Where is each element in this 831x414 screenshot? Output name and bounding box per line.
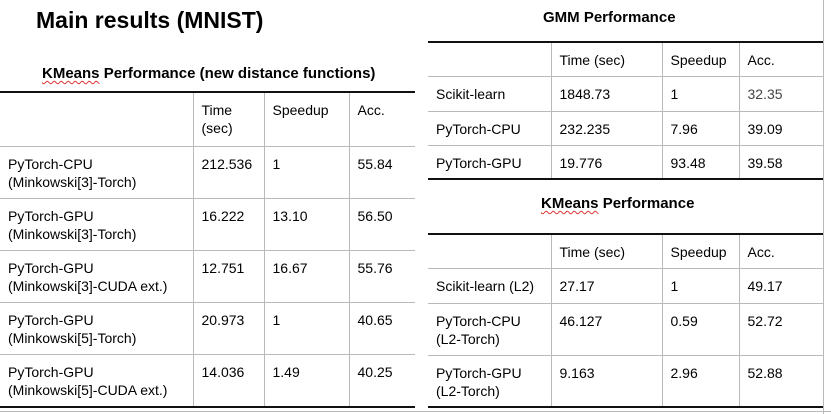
header-cell-name [0, 91, 194, 147]
cell-time: 232.235 [550, 110, 663, 146]
slide-right-edge [823, 0, 824, 414]
header-cell-name [428, 233, 552, 269]
cell-acc: 40.25 [348, 353, 415, 408]
kmeans-new-distance-table: Time (sec) Speedup Acc. PyTorch-CPU (Min… [0, 91, 415, 408]
cell-method: Scikit-learn [428, 75, 552, 112]
header-cell-time: Time (sec) [192, 91, 265, 147]
cell-method: PyTorch-CPU [428, 110, 552, 146]
cell-speedup: 16.67 [263, 249, 350, 303]
gmm-title: GMM Performance [543, 9, 676, 26]
cell-speedup: 13.10 [263, 197, 350, 251]
header-cell-acc: Acc. [738, 233, 823, 269]
gmm-table: Time (sec) Speedup Acc. Scikit-learn 184… [428, 41, 823, 180]
cell-method: PyTorch-CPU (Minkowski[3]-Torch) [0, 145, 194, 199]
cell-speedup: 1.49 [263, 353, 350, 408]
table-row: PyTorch-CPU 232.235 7.96 39.09 [428, 110, 823, 146]
cell-method: PyTorch-CPU (L2-Torch) [428, 302, 552, 356]
cell-method: PyTorch-GPU (Minkowski[5]-CUDA ext.) [0, 353, 194, 408]
cell-speedup: 1 [263, 301, 350, 355]
cell-acc: 39.58 [738, 144, 823, 180]
header-cell-time: Time (sec) [550, 41, 663, 77]
table-row: PyTorch-GPU (Minkowski[5]-CUDA ext.) 14.… [0, 353, 415, 408]
cell-acc: 52.88 [738, 354, 823, 408]
cell-acc: 49.17 [738, 267, 823, 304]
header-cell-time: Time (sec) [550, 233, 663, 269]
kmeans-title: KMeans Performance [541, 195, 694, 212]
cell-acc: 32.35 [738, 75, 823, 112]
kmeans-title-keyword: KMeans [541, 195, 599, 212]
kmeans-title-rest: Performance [598, 195, 695, 212]
cell-speedup: 93.48 [661, 144, 740, 180]
header-cell-speedup: Speedup [661, 41, 740, 77]
table-row: PyTorch-CPU (L2-Torch) 46.127 0.59 52.72 [428, 302, 823, 356]
cell-acc: 39.09 [738, 110, 823, 146]
table-header-row: Time (sec) Speedup Acc. [428, 41, 823, 77]
header-cell-speedup: Speedup [263, 91, 350, 147]
header-cell-speedup: Speedup [661, 233, 740, 269]
table-row: PyTorch-GPU (Minkowski[5]-Torch) 20.973 … [0, 301, 415, 355]
header-cell-name [428, 41, 552, 77]
cell-method: Scikit-learn (L2) [428, 267, 552, 304]
table-header-row: Time (sec) Speedup Acc. [428, 233, 823, 269]
cell-speedup: 0.59 [661, 302, 740, 356]
table-row: Scikit-learn (L2) 27.17 1 49.17 [428, 267, 823, 304]
slide-bottom-edge [0, 411, 831, 412]
cell-time: 1848.73 [550, 75, 663, 112]
cell-time: 212.536 [192, 145, 265, 199]
cell-time: 14.036 [192, 353, 265, 408]
table-row: PyTorch-CPU (Minkowski[3]-Torch) 212.536… [0, 145, 415, 199]
cell-acc: 52.72 [738, 302, 823, 356]
header-cell-acc: Acc. [738, 41, 823, 77]
cell-speedup: 7.96 [661, 110, 740, 146]
cell-time: 9.163 [550, 354, 663, 408]
cell-acc: 40.65 [348, 301, 415, 355]
cell-time: 46.127 [550, 302, 663, 356]
cell-time: 16.222 [192, 197, 265, 251]
kmeans-table: Time (sec) Speedup Acc. Scikit-learn (L2… [428, 233, 823, 408]
kmeans-new-title-rest: Performance (new distance functions) [99, 65, 376, 82]
cell-method: PyTorch-GPU (Minkowski[3]-Torch) [0, 197, 194, 251]
table-row: PyTorch-GPU 19.776 93.48 39.58 [428, 144, 823, 180]
cell-speedup: 1 [661, 75, 740, 112]
cell-time: 19.776 [550, 144, 663, 180]
cell-acc: 55.84 [348, 145, 415, 199]
kmeans-new-distance-title: KMeans Performance (new distance functio… [42, 65, 375, 82]
table-row: PyTorch-GPU (L2-Torch) 9.163 2.96 52.88 [428, 354, 823, 408]
cell-method: PyTorch-GPU (Minkowski[5]-Torch) [0, 301, 194, 355]
cell-acc: 56.50 [348, 197, 415, 251]
table-row: Scikit-learn 1848.73 1 32.35 [428, 75, 823, 112]
table-row: PyTorch-GPU (Minkowski[3]-Torch) 16.222 … [0, 197, 415, 251]
cell-speedup: 1 [661, 267, 740, 304]
cell-time: 27.17 [550, 267, 663, 304]
cell-time: 12.751 [192, 249, 265, 303]
cell-time: 20.973 [192, 301, 265, 355]
cell-method: PyTorch-GPU (L2-Torch) [428, 354, 552, 408]
header-cell-acc: Acc. [348, 91, 415, 147]
table-header-row: Time (sec) Speedup Acc. [0, 91, 415, 147]
cell-speedup: 1 [263, 145, 350, 199]
table-row: PyTorch-GPU (Minkowski[3]-CUDA ext.) 12.… [0, 249, 415, 303]
cell-method: PyTorch-GPU [428, 144, 552, 180]
kmeans-new-title-keyword: KMeans [42, 65, 100, 82]
page-title: Main results (MNIST) [36, 7, 264, 33]
cell-method: PyTorch-GPU (Minkowski[3]-CUDA ext.) [0, 249, 194, 303]
cell-acc: 55.76 [348, 249, 415, 303]
cell-speedup: 2.96 [661, 354, 740, 408]
